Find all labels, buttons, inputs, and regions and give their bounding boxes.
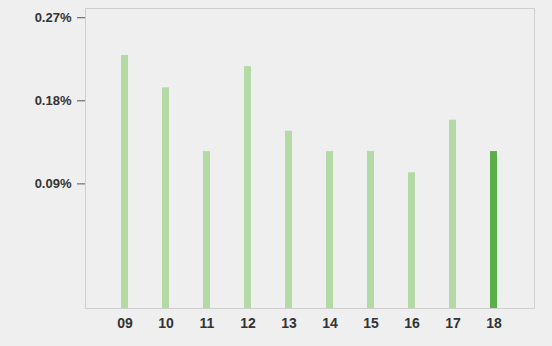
svg-text:10: 10: [158, 315, 174, 331]
svg-text:18: 18: [486, 315, 502, 331]
svg-text:17: 17: [445, 315, 461, 331]
svg-text:13: 13: [281, 315, 297, 331]
svg-text:0.09%: 0.09%: [35, 176, 72, 191]
svg-text:12: 12: [240, 315, 256, 331]
svg-text:15: 15: [363, 315, 379, 331]
svg-text:16: 16: [404, 315, 420, 331]
svg-text:0.27%: 0.27%: [35, 10, 72, 25]
svg-text:0.18%: 0.18%: [35, 93, 72, 108]
svg-text:09: 09: [117, 315, 133, 331]
svg-text:14: 14: [322, 315, 338, 331]
svg-text:11: 11: [200, 315, 215, 331]
